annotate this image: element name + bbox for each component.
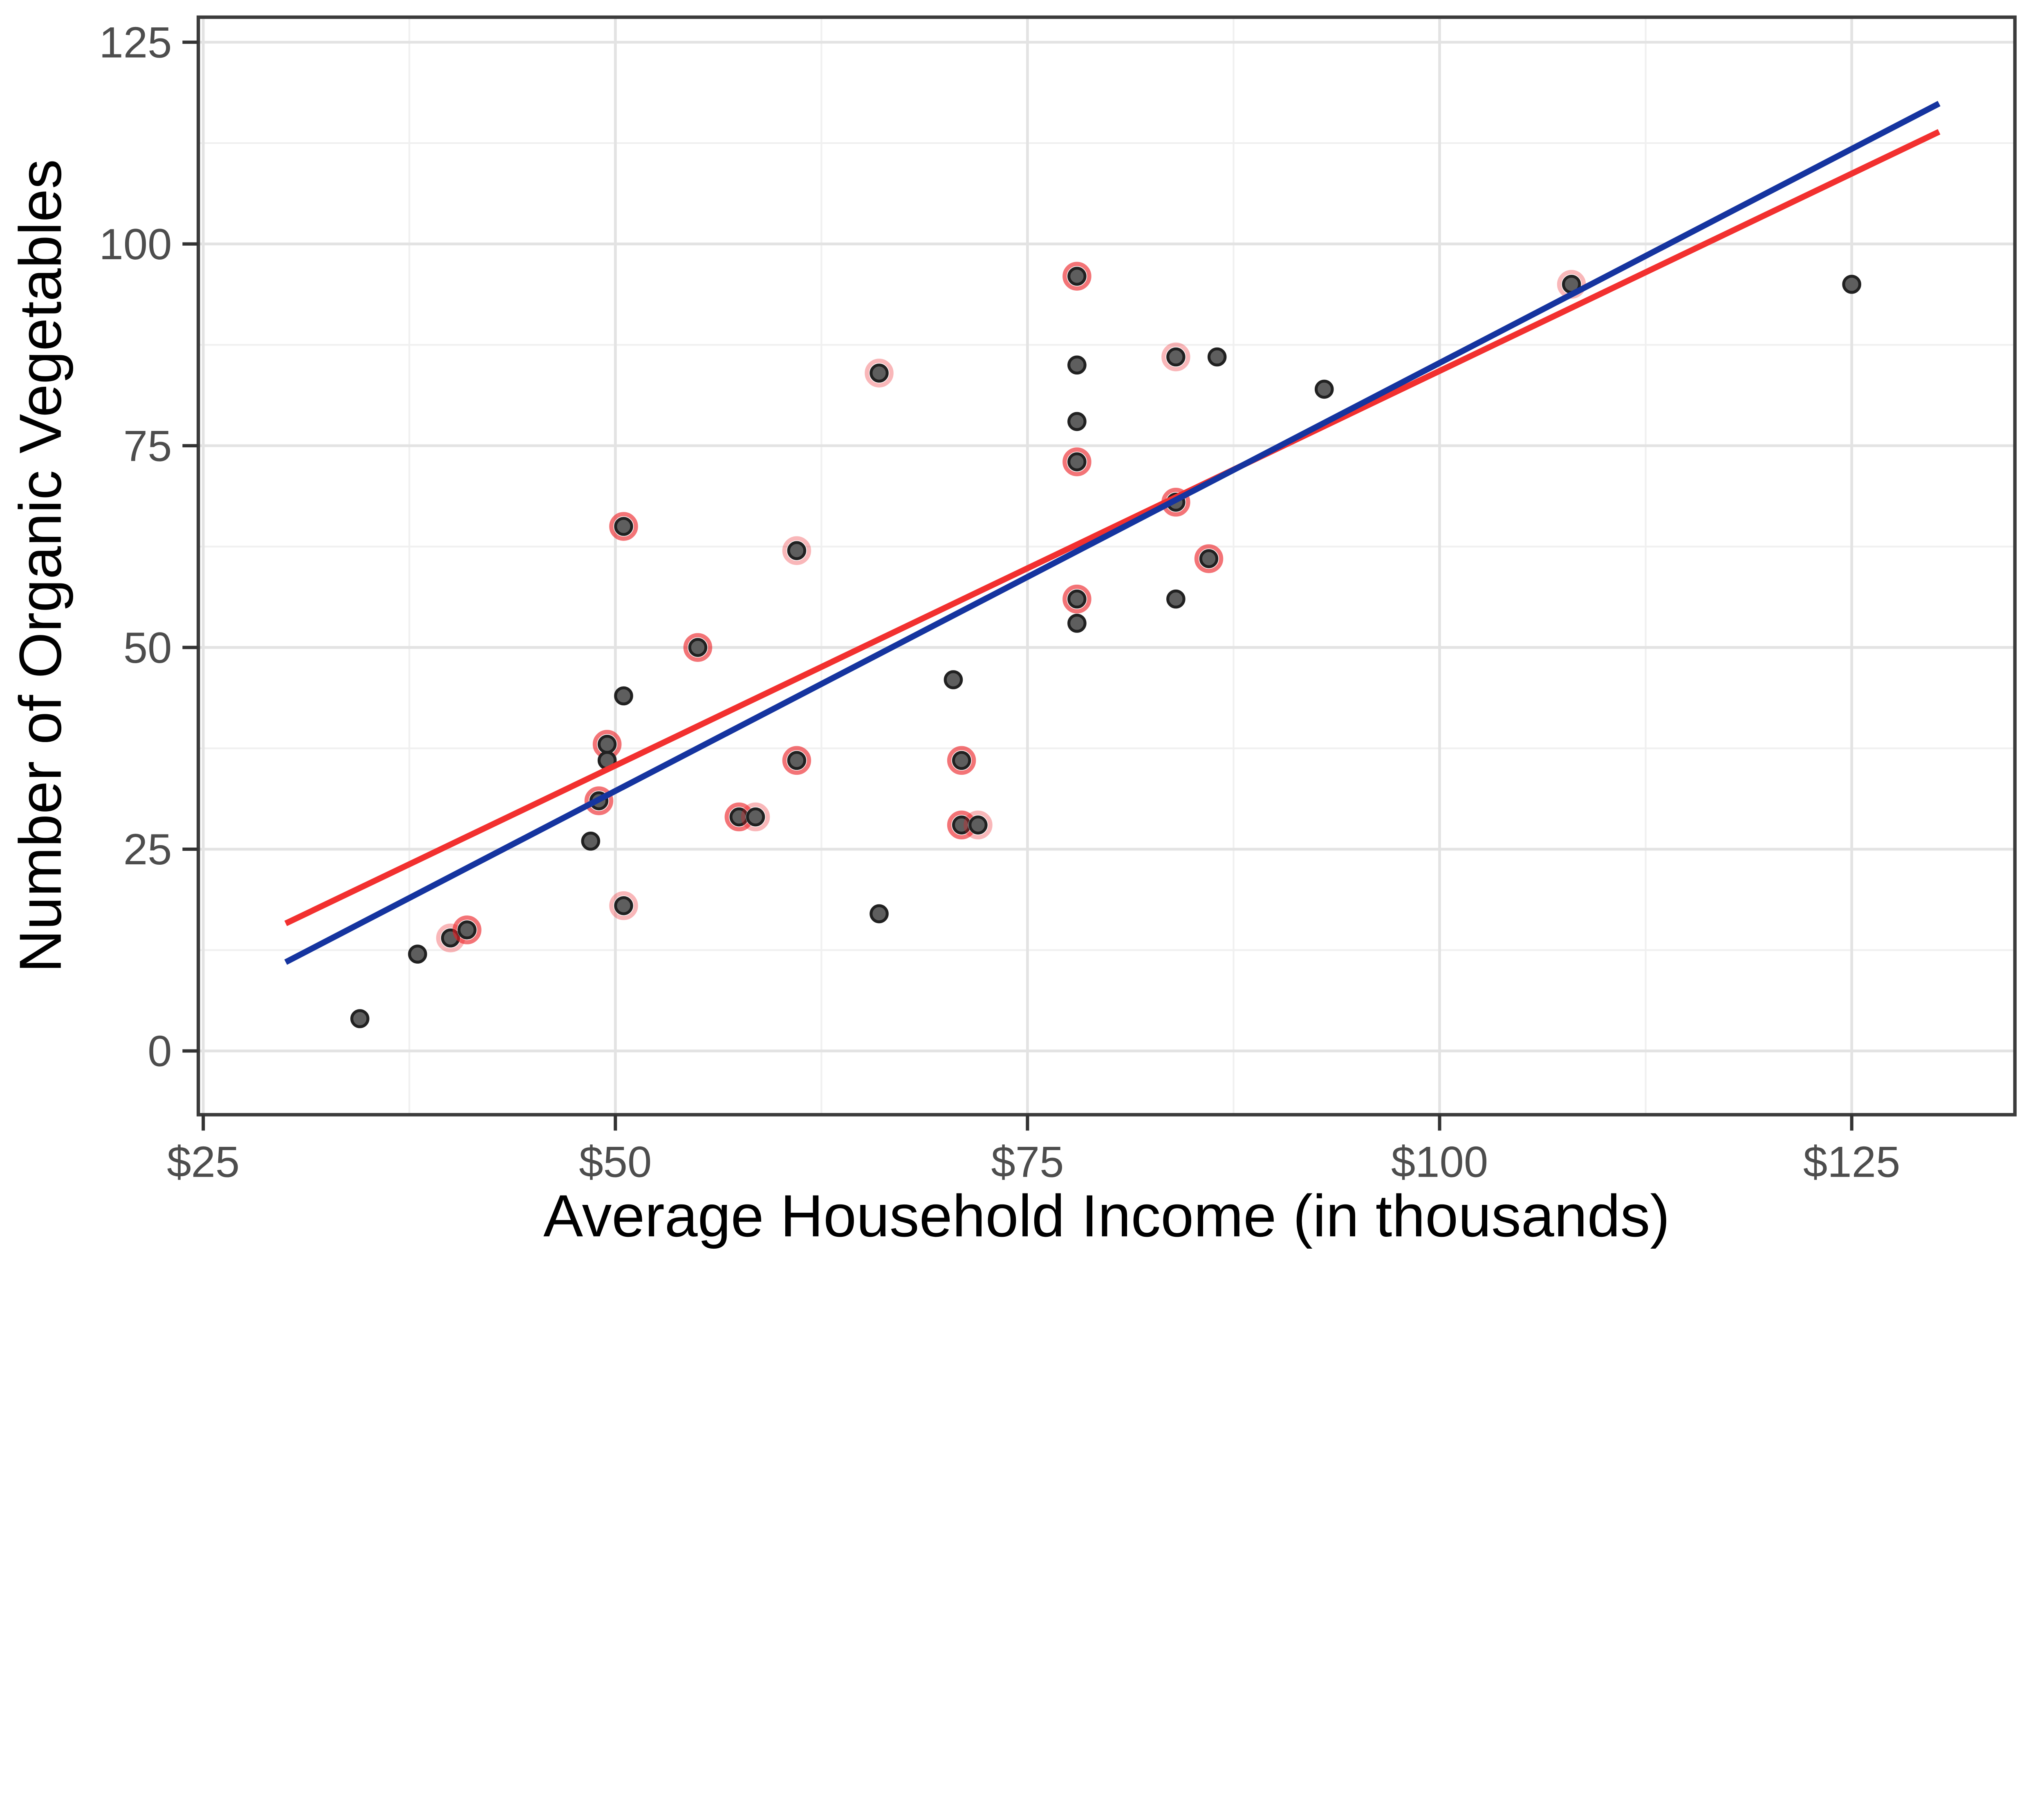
- point-highlight-ring: [609, 512, 638, 541]
- data-point: [581, 831, 601, 851]
- point-highlight-ring: [865, 359, 894, 388]
- data-point: [746, 807, 765, 827]
- point-highlight-ring: [782, 746, 811, 775]
- y-axis-title: Number of Organic Vegetables: [7, 159, 74, 973]
- data-point: [1199, 549, 1219, 568]
- data-point: [1067, 267, 1087, 286]
- panel-border: [196, 15, 2017, 1117]
- blue-fit-line: [284, 101, 1941, 965]
- scatter-plot-figure: 0 25 50 75 100 125 $25 $50 $75 $100 $125 Average H…: [7, 15, 2017, 1249]
- y-tick-label: 75: [123, 421, 172, 470]
- data-point: [1067, 614, 1087, 633]
- y-tick-label: 25: [123, 825, 172, 874]
- data-point: [614, 896, 633, 915]
- x-tick-label: $100: [1391, 1137, 1488, 1186]
- point-highlight-ring: [964, 810, 993, 840]
- point-highlight-ring: [584, 786, 614, 815]
- point-highlight-ring: [453, 915, 482, 944]
- data-point: [1067, 412, 1087, 431]
- y-tick-label: 100: [99, 220, 172, 269]
- data-point: [350, 1009, 370, 1028]
- data-point: [614, 686, 633, 706]
- point-highlight-ring: [947, 746, 976, 775]
- point-highlight-ring: [1062, 584, 1091, 614]
- y-tick-label: 50: [123, 623, 172, 672]
- gridlines: [198, 17, 2015, 1115]
- x-axis-title: Average Household Income (in thousands): [543, 1182, 1670, 1249]
- data-point: [1067, 452, 1087, 471]
- point-highlight-ring: [782, 536, 811, 565]
- data-point: [1207, 347, 1227, 367]
- point-highlight-ring: [683, 633, 713, 662]
- y-tick-label: 125: [99, 18, 172, 67]
- data-point: [1842, 275, 1861, 294]
- data-point: [870, 363, 889, 383]
- point-highlight-ring: [1062, 262, 1091, 291]
- data-point: [870, 904, 889, 924]
- data-point: [1166, 589, 1186, 609]
- point-highlight-ring: [1161, 342, 1190, 372]
- point-highlight-ring: [741, 802, 770, 832]
- data-point: [787, 751, 807, 770]
- point-highlight-ring: [1194, 544, 1224, 573]
- data-point: [787, 541, 807, 560]
- data-point: [457, 920, 477, 940]
- y-tick-label: 0: [148, 1027, 172, 1076]
- x-tick-label: $125: [1803, 1137, 1900, 1186]
- x-tick-label: $75: [991, 1137, 1064, 1186]
- data-point: [944, 670, 963, 689]
- data-point: [408, 944, 427, 964]
- point-highlight-ring: [1062, 447, 1091, 476]
- data-point: [1166, 347, 1186, 367]
- data-point: [1067, 589, 1087, 609]
- data-point: [688, 638, 708, 657]
- data-point: [1067, 355, 1087, 375]
- axis-ticks: [182, 40, 1853, 1131]
- data-point: [968, 815, 988, 835]
- trend-lines: [284, 101, 1941, 965]
- x-tick-label: $25: [167, 1137, 240, 1186]
- plot-svg: 0 25 50 75 100 125 $25 $50 $75 $100 $125 Average H…: [7, 15, 2017, 1249]
- data-point: [1314, 379, 1334, 399]
- point-highlight-ring: [609, 891, 638, 920]
- data-point: [597, 735, 617, 754]
- x-tick-label: $50: [579, 1137, 652, 1186]
- red-fit-line: [284, 129, 1941, 926]
- data-point: [614, 517, 633, 536]
- data-points: [350, 262, 1861, 1028]
- axis-tick-labels: 0 25 50 75 100 125 $25 $50 $75 $100 $125: [99, 18, 1900, 1186]
- data-point: [952, 751, 971, 770]
